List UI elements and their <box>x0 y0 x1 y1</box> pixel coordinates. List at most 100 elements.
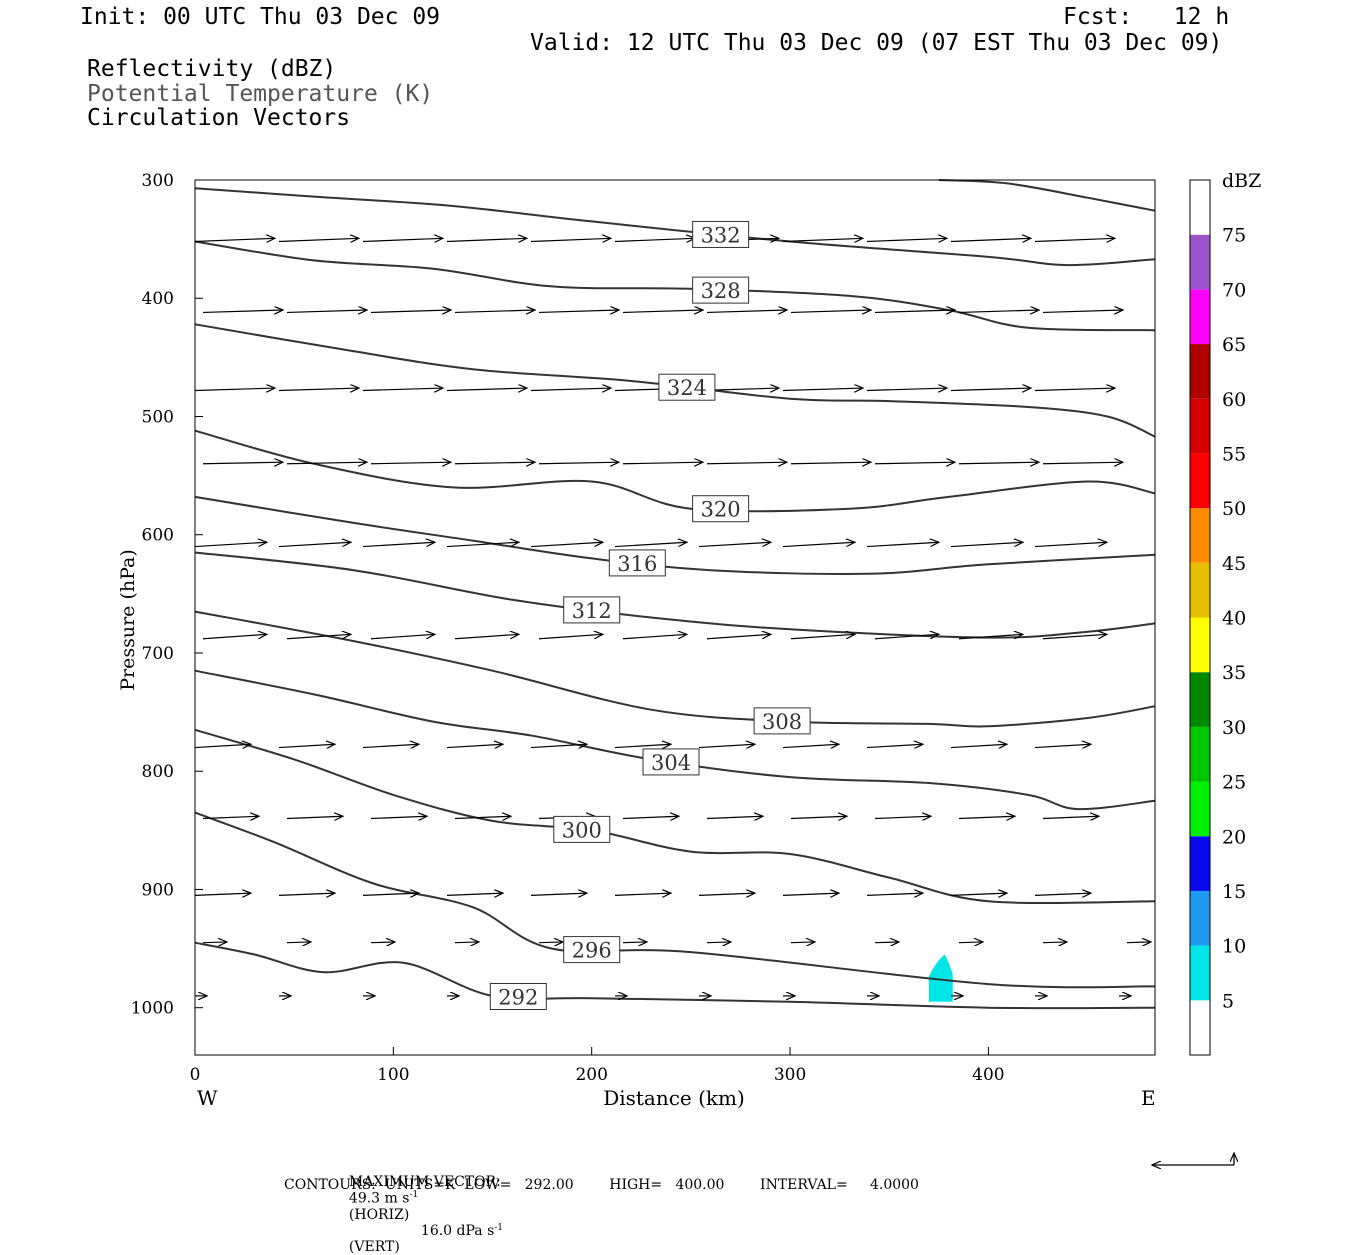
max-vector-label: MAXIMUM VECTOR: <box>348 1174 501 1190</box>
x-axis-title: Distance (km) <box>603 1086 745 1110</box>
circulation-vector <box>622 462 703 464</box>
colorbar-swatch <box>1190 945 1210 1001</box>
circulation-vector <box>622 816 679 818</box>
colorbar-label: 75 <box>1222 225 1246 247</box>
circulation-vector <box>454 310 535 312</box>
isentrope-label-box-292 <box>489 982 547 1010</box>
colorbar-swatch <box>1190 781 1210 837</box>
colorbar-swatch <box>1190 1000 1210 1055</box>
x-tick-label: 300 <box>774 1065 806 1085</box>
circulation-vector <box>958 462 1039 464</box>
y-tick-label: 900 <box>142 880 174 900</box>
circulation-vector <box>958 634 1023 640</box>
colorbar-label: 50 <box>1222 498 1246 520</box>
colorbar-swatch <box>1190 836 1210 891</box>
isentrope-316 <box>194 495 1156 576</box>
colorbar-swatch <box>1190 398 1210 454</box>
circulation-vector <box>782 893 839 895</box>
isentrope-label-320: 320 <box>701 498 741 522</box>
circulation-vector <box>370 310 451 312</box>
isentrope-label-box-328 <box>692 276 750 304</box>
circulation-vector <box>362 238 443 241</box>
circulation-vector <box>614 238 695 241</box>
circulation-vector <box>1042 634 1107 640</box>
forecast-hour: Fcst: 12 h <box>1063 4 1230 30</box>
colorbar-label: 15 <box>1222 881 1246 903</box>
circulation-vector <box>446 238 527 241</box>
circulation-vector <box>950 744 1007 747</box>
circulation-vector <box>950 893 1007 895</box>
circulation-vector <box>950 238 1031 241</box>
max-vector-vert: 16.0 dPa s <box>420 1223 495 1240</box>
colorbar-label: 65 <box>1222 334 1246 356</box>
circulation-vector <box>706 634 771 640</box>
circulation-vector <box>782 238 863 241</box>
circulation-vector <box>530 388 611 390</box>
horiz-tag: (HORIZ) <box>348 1206 410 1223</box>
colorbar-swatch <box>1190 672 1210 727</box>
circulation-vector <box>866 238 947 241</box>
isentrope-label-box-320 <box>692 495 750 523</box>
y-axis-title: Pressure (hPa) <box>117 549 139 691</box>
circulation-vector <box>866 744 923 747</box>
init-time: Init: 00 UTC Thu 03 Dec 09 <box>80 4 441 30</box>
circulation-vector <box>278 388 359 390</box>
isentrope-label-box-296 <box>563 936 621 964</box>
isentrope-label-box-308 <box>753 707 811 735</box>
colorbar-swatch <box>1190 617 1210 673</box>
circulation-vector <box>1034 238 1115 241</box>
circulation-vector <box>614 744 671 747</box>
colorbar-label: 25 <box>1222 772 1246 794</box>
circulation-vector <box>286 816 343 818</box>
circulation-vector <box>614 893 671 895</box>
circulation-vector <box>790 942 815 943</box>
y-tick-label: 700 <box>142 644 174 664</box>
isentrope-label-328: 328 <box>701 279 741 303</box>
colorbar-frame <box>1189 179 1211 1056</box>
isentrope-label-box-316 <box>608 549 666 577</box>
circulation-vector <box>1034 542 1107 548</box>
colorbar-swatch <box>1190 562 1210 618</box>
circulation-vector <box>530 542 603 548</box>
isentrope-320 <box>194 429 1156 513</box>
isentrope-312 <box>194 551 1156 639</box>
isentrope-324 <box>194 323 1156 438</box>
colorbar-label: 5 <box>1222 990 1234 1012</box>
circulation-vector <box>874 462 955 464</box>
isentrope-308 <box>194 610 1156 728</box>
circulation-vector <box>790 816 847 818</box>
isentrope-336 <box>938 179 1156 212</box>
circulation-vector <box>958 942 983 943</box>
circulation-vector <box>530 744 587 747</box>
circulation-vector <box>706 310 787 312</box>
colorbar-swatch <box>1190 508 1210 563</box>
circulation-vector <box>622 634 687 640</box>
colorbar-label: 30 <box>1222 717 1246 739</box>
circulation-vector <box>446 893 503 895</box>
circulation-vector <box>790 634 855 640</box>
field-potential-temperature: Potential Temperature (K) <box>87 81 434 107</box>
colorbar-label: 55 <box>1222 443 1246 465</box>
circulation-vector <box>362 893 419 895</box>
circulation-vector <box>1042 816 1099 818</box>
x-tick-label: 200 <box>575 1065 607 1085</box>
circulation-vector <box>706 942 731 943</box>
circulation-vector <box>1034 388 1115 390</box>
circulation-vector <box>370 462 451 464</box>
isentrope-300 <box>194 728 1156 905</box>
valid-time: Valid: 12 UTC Thu 03 Dec 09 (07 EST Thu … <box>530 30 1223 56</box>
circulation-vector <box>1042 942 1067 943</box>
circulation-vector <box>958 310 1039 312</box>
circulation-vector <box>278 893 335 895</box>
y-tick-label: 600 <box>142 526 174 546</box>
isentrope-label-332: 332 <box>701 223 741 247</box>
isentrope-label-324: 324 <box>667 376 707 400</box>
circulation-vector <box>194 744 251 747</box>
circulation-vector <box>782 388 863 390</box>
isentrope-292 <box>194 941 1156 1010</box>
circulation-vector <box>698 744 755 747</box>
colorbar-label: 40 <box>1222 608 1246 630</box>
circulation-vector <box>1034 893 1091 895</box>
circulation-vector <box>782 542 855 548</box>
colorbar-unit: dBZ <box>1222 170 1261 192</box>
